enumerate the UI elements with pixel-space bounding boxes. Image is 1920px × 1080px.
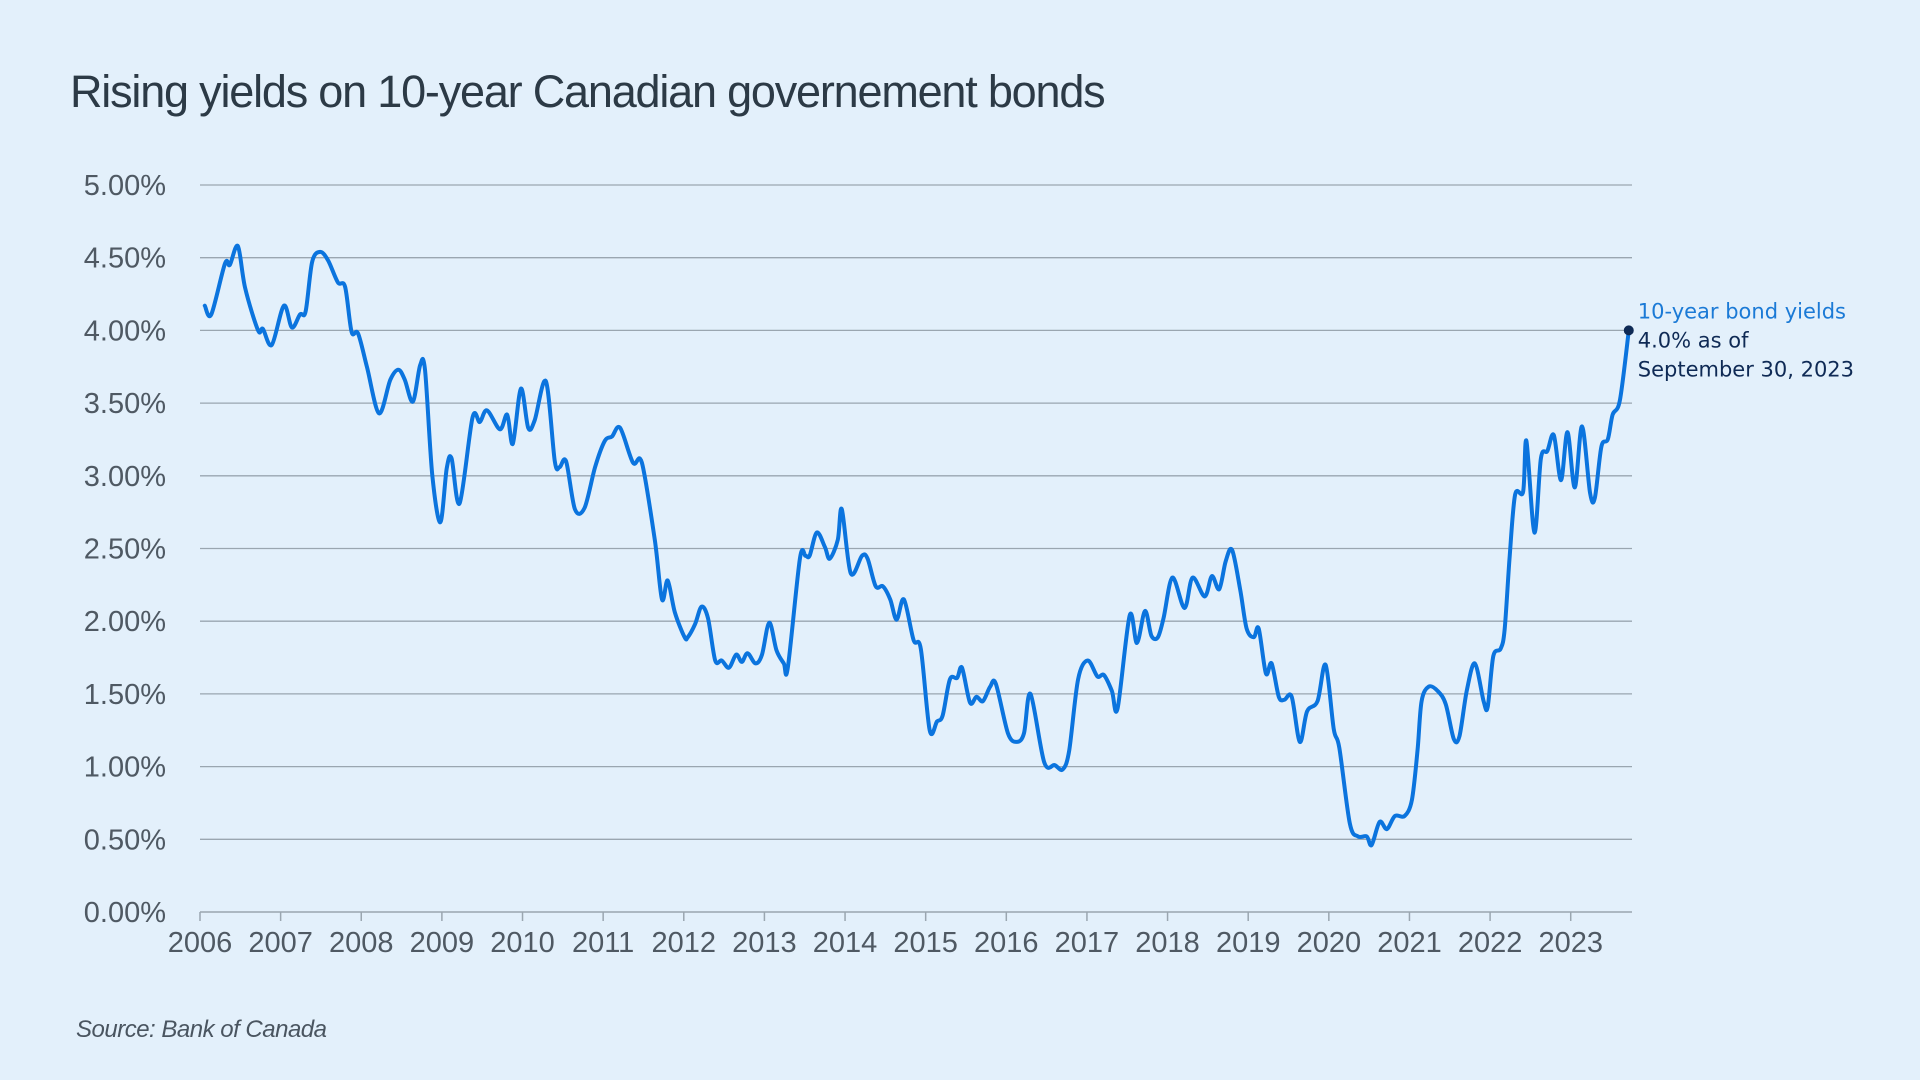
x-tick-label: 2019 [1216, 927, 1281, 959]
y-tick-label: 4.50% [84, 243, 166, 275]
x-tick-label: 2012 [652, 927, 717, 959]
x-tick-label: 2020 [1297, 927, 1362, 959]
y-tick-label: 3.50% [84, 388, 166, 420]
x-tick-label: 2014 [813, 927, 878, 959]
x-tick-label: 2007 [248, 927, 313, 959]
y-tick-label: 1.00% [84, 752, 166, 784]
y-tick-label: 5.00% [84, 170, 166, 202]
y-tick-label: 3.00% [84, 461, 166, 493]
chart-title: Rising yields on 10-year Canadian govern… [70, 66, 1106, 117]
x-tick-label: 2009 [410, 927, 475, 959]
y-tick-label: 2.00% [84, 606, 166, 638]
y-tick-label: 4.00% [84, 315, 166, 347]
x-tick-label: 2021 [1377, 927, 1442, 959]
y-tick-label: 0.50% [84, 824, 166, 856]
gridlines [200, 184, 1632, 840]
x-tick-label: 2023 [1538, 927, 1603, 959]
source-note: Source: Bank of Canada [76, 1016, 327, 1043]
x-tick-label: 2018 [1135, 927, 1200, 959]
endpoint-value-annotation: 4.0% as of [1638, 328, 1749, 352]
x-tick-label: 2006 [168, 927, 233, 959]
x-axis-ticks: 2006 2007 2008 2009 2010 2011 2012 2013 2014 2015… [168, 912, 1603, 959]
x-tick-label: 2008 [329, 927, 394, 959]
x-tick-label: 2022 [1458, 927, 1523, 959]
x-tick-label: 2011 [572, 927, 634, 959]
x-tick-label: 2013 [732, 927, 797, 959]
y-tick-label: 2.50% [84, 534, 166, 566]
x-tick-label: 2015 [893, 927, 958, 959]
series-label: 10-year bond yields [1638, 299, 1846, 323]
y-axis-ticks: 0.00% 0.50% 1.00% 1.50% 2.00% 2.50% 3.00% 3.50%… [84, 170, 166, 929]
y-tick-label: 0.00% [84, 897, 166, 929]
endpoint-marker [1623, 325, 1634, 336]
x-tick-label: 2010 [490, 927, 555, 959]
x-tick-label: 2017 [1055, 927, 1120, 959]
series-line-10-year-bond-yields [202, 243, 1631, 848]
endpoint-date-annotation: September 30, 2023 [1638, 357, 1854, 381]
x-tick-label: 2016 [974, 927, 1039, 959]
y-tick-label: 1.50% [84, 679, 166, 711]
